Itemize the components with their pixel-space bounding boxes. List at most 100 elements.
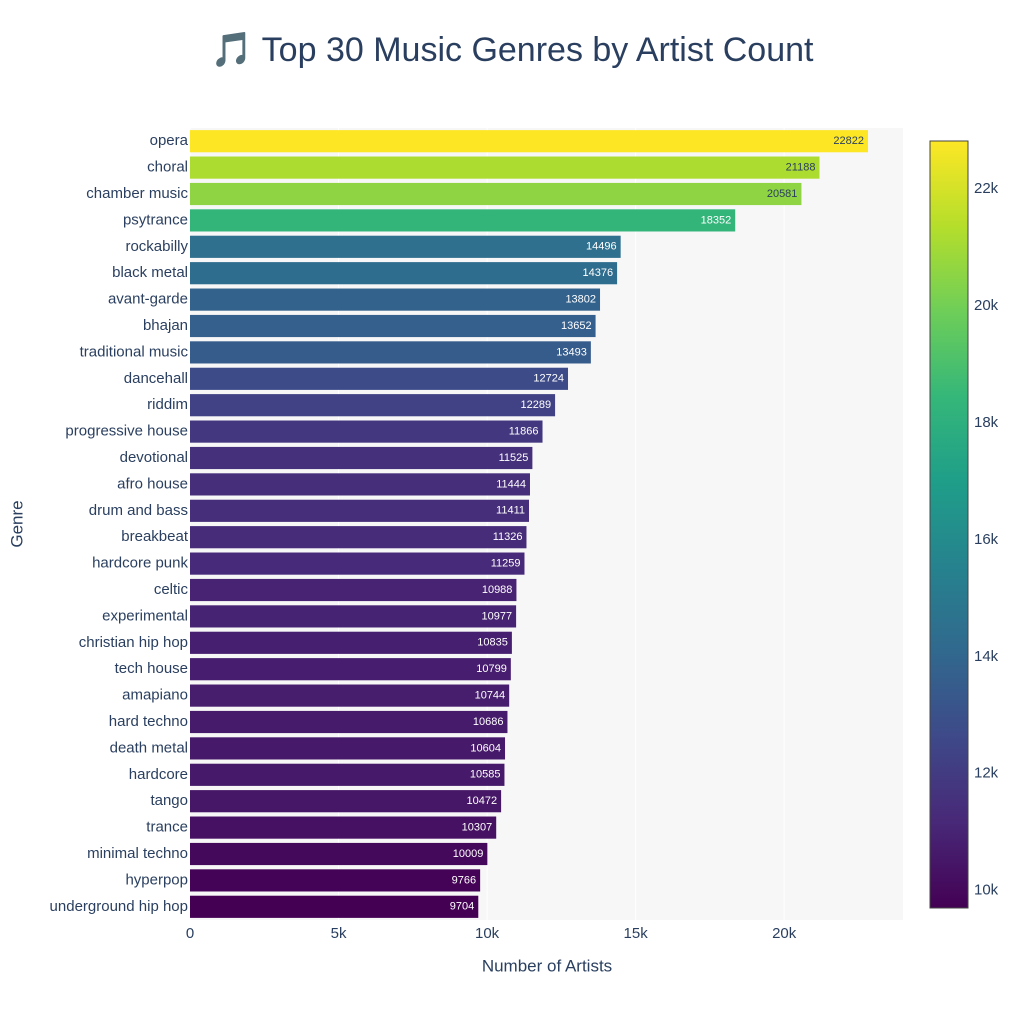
y-tick-label: amapiano — [122, 687, 188, 704]
value-label: 10977 — [482, 610, 513, 622]
value-label: 9704 — [450, 901, 474, 913]
y-tick-label: experimental — [102, 607, 188, 624]
bar — [190, 842, 488, 866]
y-tick-label: tango — [150, 792, 188, 809]
y-tick-label: christian hip hop — [79, 634, 188, 651]
bar — [190, 658, 511, 681]
y-tick-label: rockabilly — [125, 238, 188, 255]
value-label: 10009 — [453, 848, 484, 860]
y-tick-label: progressive house — [65, 423, 188, 440]
y-tick-label: tech house — [115, 660, 188, 677]
bar — [190, 235, 621, 258]
value-label: 10472 — [467, 795, 498, 807]
y-tick-label: opera — [150, 132, 189, 149]
value-label: 21188 — [786, 162, 816, 174]
chart-title: 🎵 Top 30 Music Genres by Artist Count — [211, 31, 815, 69]
bar — [190, 578, 517, 602]
y-tick-label: hardcore punk — [92, 555, 188, 572]
y-tick-label: dancehall — [124, 370, 188, 387]
value-label: 13652 — [561, 320, 592, 332]
bar — [190, 420, 543, 443]
colorbar-tick-label: 14k — [974, 648, 999, 665]
bar — [190, 314, 596, 338]
y-tick-label: breakbeat — [121, 528, 189, 545]
value-label: 11326 — [493, 531, 523, 543]
value-label: 10585 — [470, 769, 501, 781]
bar — [190, 526, 527, 549]
bar — [190, 262, 618, 285]
colorbar-tick-label: 20k — [974, 297, 999, 314]
value-label: 10686 — [473, 716, 504, 728]
value-label: 9766 — [452, 874, 476, 886]
y-tick-label: bhajan — [143, 317, 188, 334]
value-label: 11525 — [499, 452, 529, 464]
value-label: 13493 — [556, 346, 587, 358]
y-tick-label: hyperpop — [125, 871, 188, 888]
bar — [190, 367, 569, 390]
y-tick-label: drum and bass — [89, 502, 188, 519]
y-tick-label: chamber music — [86, 185, 188, 202]
bar — [190, 710, 508, 734]
bar — [190, 156, 820, 179]
bar — [190, 816, 497, 839]
bar — [190, 288, 601, 311]
value-label: 10604 — [470, 742, 501, 754]
bar — [190, 473, 530, 496]
bar — [190, 790, 502, 813]
value-label: 11444 — [496, 478, 526, 490]
y-tick-label: choral — [147, 159, 188, 176]
bar — [190, 499, 530, 522]
colorbar-tick-label: 12k — [974, 765, 999, 782]
y-tick-label: black metal — [112, 264, 188, 281]
value-label: 11866 — [509, 426, 539, 438]
x-tick-label: 5k — [331, 925, 347, 942]
bar — [190, 737, 506, 760]
y-tick-label: psytrance — [123, 211, 188, 228]
value-label: 13802 — [565, 294, 596, 306]
bars: 22822 21188 20581 18352 14496 14376 13802 13652… — [190, 130, 869, 918]
value-label: 11259 — [491, 558, 521, 570]
bar — [190, 182, 802, 206]
x-tick-label: 15k — [624, 925, 649, 942]
value-label: 18352 — [701, 214, 732, 226]
bar — [190, 394, 556, 417]
y-axis-title: Genre — [7, 500, 26, 547]
y-tick-label: death metal — [110, 739, 188, 756]
y-tick-label: minimal techno — [87, 845, 188, 862]
value-label: 22822 — [833, 135, 864, 147]
y-tick-label: afro house — [117, 475, 188, 492]
bar — [190, 605, 517, 628]
bar — [190, 341, 591, 364]
value-label: 10799 — [476, 663, 507, 675]
value-label: 12724 — [533, 373, 564, 385]
y-tick-label: hard techno — [109, 713, 188, 730]
value-label: 14376 — [582, 267, 613, 279]
bar — [190, 895, 479, 918]
bar — [190, 552, 525, 575]
x-tick-label: 20k — [772, 925, 797, 942]
y-tick-label: riddim — [147, 396, 188, 413]
y-tick-label: hardcore — [129, 766, 188, 783]
colorbar-tick-label: 10k — [974, 882, 999, 899]
bar — [190, 446, 533, 470]
value-label: 10988 — [482, 584, 513, 596]
x-axis-title: Number of Artists — [482, 956, 612, 975]
x-tick-label: 10k — [475, 925, 500, 942]
grid — [189, 128, 785, 920]
colorbar — [929, 140, 969, 909]
bar — [190, 684, 510, 707]
y-tick-label: traditional music — [80, 343, 189, 360]
bar — [190, 763, 505, 786]
x-tick-label: 0 — [186, 925, 194, 942]
value-label: 10307 — [462, 822, 493, 834]
bar — [190, 631, 512, 654]
y-tick-label: underground hip hop — [50, 898, 188, 915]
colorbar-tick-label: 22k — [974, 180, 999, 197]
colorbar-tick-label: 18k — [974, 414, 999, 431]
y-tick-label: celtic — [154, 581, 189, 598]
value-label: 11411 — [496, 505, 525, 517]
y-tick-label: devotional — [120, 449, 188, 466]
value-label: 12289 — [520, 399, 551, 411]
value-label: 10835 — [477, 637, 508, 649]
